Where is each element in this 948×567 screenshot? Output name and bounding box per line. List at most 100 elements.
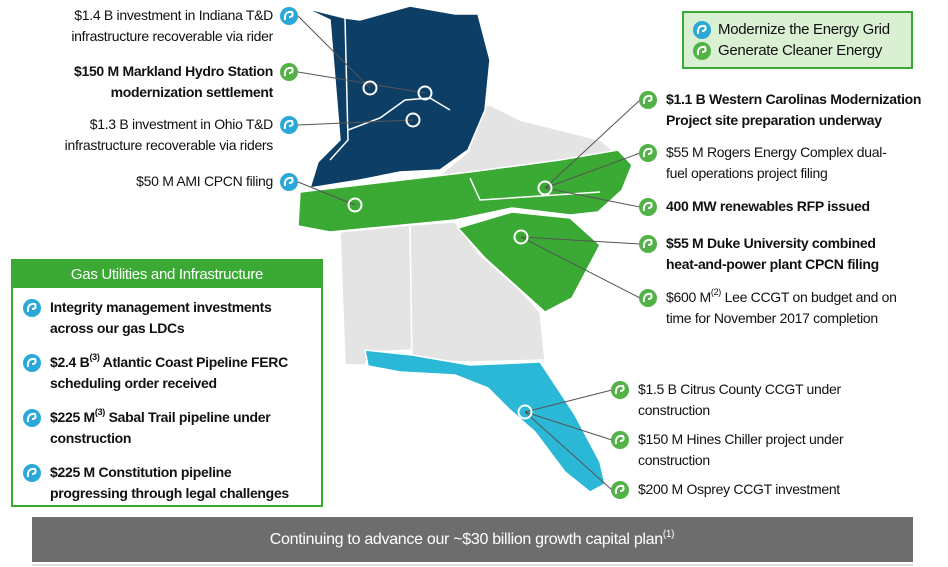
callout-line: heat-and-power plant CPCN filing	[666, 256, 879, 272]
leader	[520, 236, 641, 299]
icon	[23, 299, 41, 317]
state-border	[329, 17, 349, 161]
region-blue	[304, 5, 491, 189]
callout-line: progressing through legal challenges	[50, 485, 289, 501]
footer-main: Continuing to advance our ~$30 billion g…	[270, 531, 663, 548]
callout-text: construction	[638, 452, 710, 468]
callout-line: $225 M Constitution pipeline	[50, 464, 232, 480]
callout-text: progressing through legal challenges	[50, 485, 289, 501]
leader	[524, 411, 613, 441]
callout-text: heat-and-power plant CPCN filing	[666, 256, 879, 272]
leader	[297, 15, 371, 89]
callout-text: $1.1 B Western Carolinas Modernization	[666, 91, 921, 107]
marker	[405, 112, 421, 128]
icon-swirl	[26, 412, 37, 423]
icon	[693, 21, 711, 39]
icon-swirl	[614, 434, 625, 445]
callout-line: $225 M(3) Sabal Trail pipeline under	[50, 407, 271, 424]
icon	[23, 464, 41, 482]
legend-label: Modernize the Energy Grid	[718, 21, 890, 38]
callout-line: $1.3 B investment in Ohio T&D	[90, 116, 273, 132]
icon	[23, 354, 41, 372]
icon-swirl	[614, 484, 625, 495]
icon	[639, 144, 657, 162]
icon-swirl	[642, 94, 653, 105]
marker	[417, 85, 433, 101]
leader	[524, 411, 613, 491]
callout-lead: $225 M	[50, 409, 95, 425]
icon-swirl	[26, 467, 37, 478]
callout-text: $1.3 B investment in Ohio T&D	[90, 116, 273, 132]
callout-line: modernization settlement	[111, 84, 274, 100]
callout-line: across our gas LDCs	[50, 320, 185, 336]
callout-line: scheduling order received	[50, 375, 217, 391]
icon	[639, 91, 657, 109]
icon	[693, 42, 711, 60]
callout-text: construction	[638, 402, 710, 418]
marker	[362, 80, 378, 96]
icon-swirl	[283, 10, 294, 21]
icon	[639, 198, 657, 216]
callout-text: $225 M Constitution pipeline	[50, 464, 232, 480]
icon-swirl	[26, 302, 37, 313]
icon	[611, 381, 629, 399]
callout-line: fuel operations project filing	[666, 165, 827, 181]
callout-line: $1.1 B Western Carolinas Modernization	[666, 91, 921, 107]
icon-swirl	[283, 66, 294, 77]
callout-lead: $600 M	[666, 289, 711, 305]
footer-bar	[32, 517, 913, 562]
icon-swirl	[696, 45, 707, 56]
callout-text: $50 M AMI CPCN filing	[136, 173, 273, 189]
icon	[280, 7, 298, 25]
callout-text: modernization settlement	[111, 84, 274, 100]
callout-text: Sabal Trail pipeline under	[105, 409, 271, 425]
callout-line: $150 M Markland Hydro Station	[74, 63, 273, 79]
icon-swirl	[283, 176, 294, 187]
callout-text: Atlantic Coast Pipeline FERC	[100, 354, 289, 370]
icon-swirl	[642, 201, 653, 212]
callout-line: $50 M AMI CPCN filing	[136, 173, 273, 189]
leader	[297, 181, 356, 206]
leader	[544, 99, 641, 189]
gas-box	[11, 259, 323, 507]
region-green	[456, 211, 601, 313]
icon	[280, 63, 298, 81]
callout-text: scheduling order received	[50, 375, 217, 391]
leader-lines	[297, 15, 641, 491]
callout-text: Lee CCGT on budget and on	[721, 289, 897, 305]
marker	[347, 197, 363, 213]
callout-line: $600 M(2) Lee CCGT on budget and on	[666, 287, 897, 304]
map	[297, 5, 633, 493]
callout-text: Project site preparation underway	[666, 112, 882, 128]
icon	[639, 289, 657, 307]
icon	[611, 431, 629, 449]
icon-swirl	[696, 24, 707, 35]
callout-sup: (3)	[89, 352, 99, 362]
callout-line: construction	[638, 402, 710, 418]
callout-text: $150 M Hines Chiller project under	[638, 431, 844, 447]
state-gray	[339, 224, 413, 366]
callout-line: $2.4 B(3) Atlantic Coast Pipeline FERC	[50, 352, 288, 369]
callout-line: time for November 2017 completion	[666, 310, 878, 326]
leader	[297, 71, 426, 94]
callout-text: $55 M Duke University combined	[666, 235, 876, 251]
icon	[639, 235, 657, 253]
callout-text: infrastructure recoverable via rider	[71, 28, 273, 44]
leader	[544, 187, 641, 208]
location-markers	[347, 80, 553, 420]
callout-text: Integrity management investments	[50, 299, 272, 315]
callout-sup: (3)	[95, 407, 105, 417]
icon	[280, 173, 298, 191]
marker	[517, 404, 533, 420]
callout-line: $200 M Osprey CCGT investment	[638, 481, 840, 497]
callout-text: infrastructure recoverable via riders	[65, 137, 274, 153]
callout-text: $200 M Osprey CCGT investment	[638, 481, 840, 497]
callout-text: time for November 2017 completion	[666, 310, 878, 326]
icon-swirl	[642, 147, 653, 158]
icon-swirl	[642, 292, 653, 303]
callout-line: $1.4 B investment in Indiana T&D	[74, 7, 273, 23]
legend-box	[682, 11, 913, 69]
leader	[297, 119, 414, 126]
